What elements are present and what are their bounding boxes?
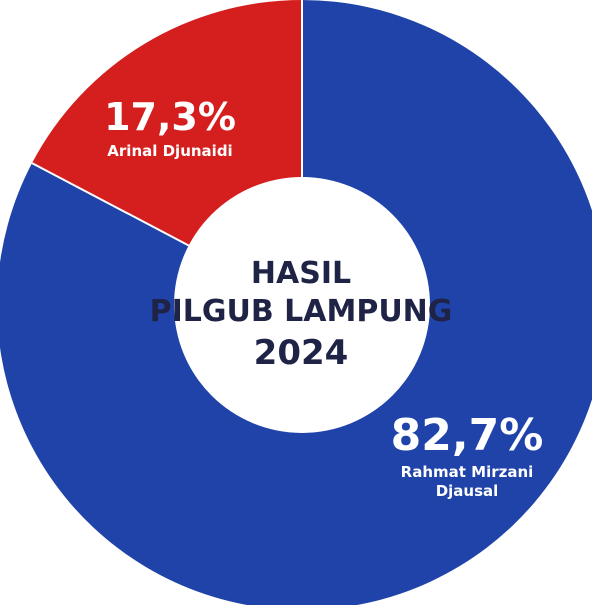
center-title-line-2: PILGUB LAMPUNG — [150, 294, 453, 329]
slice-name-label: Arinal Djunaidi — [107, 142, 232, 160]
slice-separator — [31, 162, 190, 247]
chart-center-title: HASIL PILGUB LAMPUNG 2024 — [150, 256, 453, 373]
slice-name-label: Djausal — [436, 482, 499, 500]
center-title-line-3: 2024 — [254, 333, 349, 373]
slice-percentage-label: 17,3% — [104, 95, 236, 139]
center-hole — [174, 177, 430, 433]
center-title-line-1: HASIL — [251, 256, 351, 291]
slice-percentage-label: 82,7% — [391, 410, 544, 461]
slice-name-label: Rahmat Mirzani — [401, 463, 534, 481]
